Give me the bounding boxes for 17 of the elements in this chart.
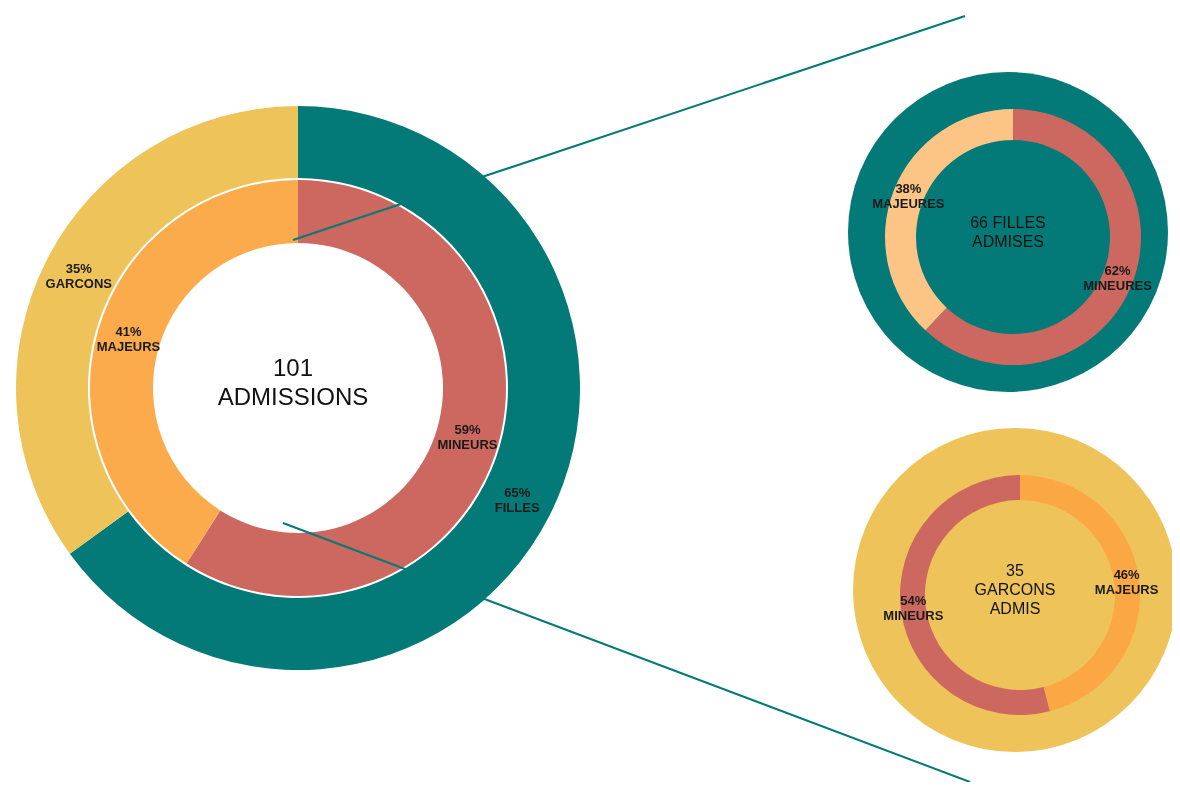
slice-label: FILLES (494, 499, 540, 515)
slice-label: MAJEURS (96, 338, 161, 354)
slice-label: GARCONS (45, 276, 113, 292)
slice-label: MINEURS (437, 437, 498, 453)
text: 35 GARCONS ADMIS (973, 561, 1057, 619)
text: 101 ADMISSIONS (216, 354, 370, 412)
text: 66 FILLES ADMISES (969, 212, 1047, 252)
data-label: 38% (895, 180, 922, 196)
slice-label: MAJEURS (1094, 581, 1159, 597)
data-label: 65% (504, 484, 531, 500)
data-label: 35% (65, 261, 93, 277)
data-label: 46% (1113, 566, 1141, 582)
slice-label: MINEURS (883, 608, 944, 624)
data-label: 59% (454, 422, 481, 438)
data-label: 54% (900, 593, 927, 609)
data-label: 62% (1104, 263, 1132, 279)
data-label: 41% (115, 323, 142, 339)
